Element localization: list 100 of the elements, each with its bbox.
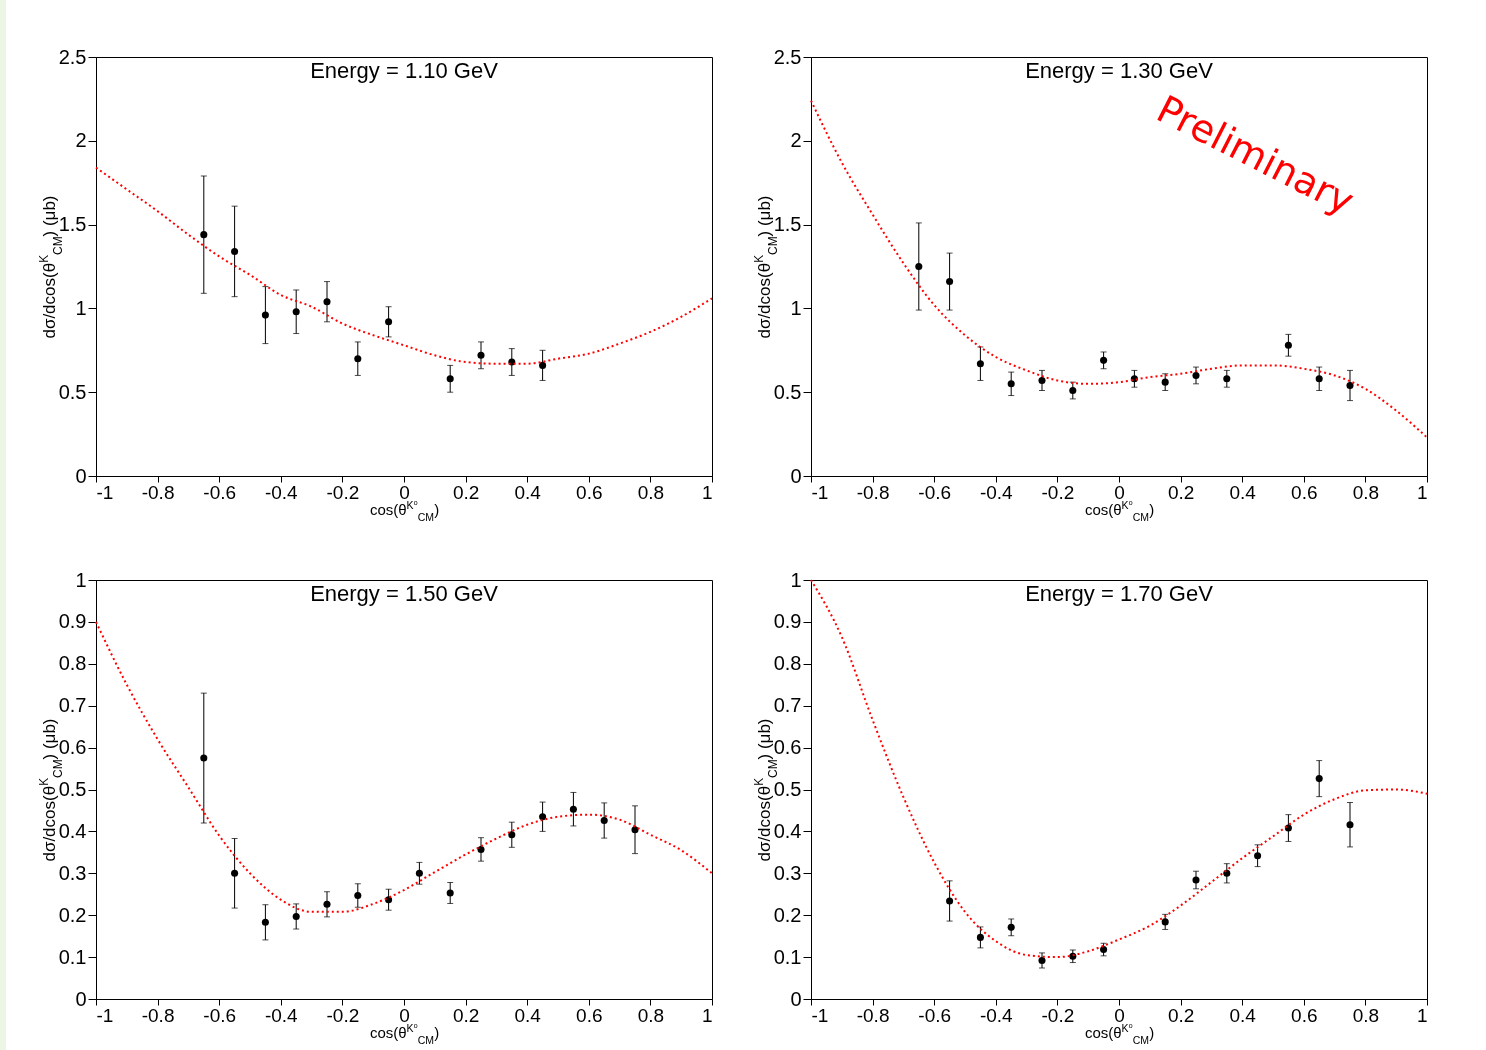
- point: [477, 351, 485, 359]
- point: [200, 754, 208, 762]
- point: [1192, 371, 1200, 379]
- y-tick-label: 2: [75, 129, 87, 152]
- y-tick-label: 0: [790, 987, 802, 1010]
- y-tick-label: 2: [790, 129, 802, 152]
- y-tick-label: 0.8: [773, 652, 802, 675]
- y-tick-label: 0.8: [58, 652, 87, 675]
- chart-title: Energy = 1.10 GeV: [310, 58, 499, 83]
- y-tick-label: 0.6: [58, 736, 87, 759]
- point: [1100, 356, 1108, 364]
- y-tick-label: 0.1: [58, 945, 87, 968]
- x-axis-title: cos(θ$^{K⁰}$$_{CM}$): [1084, 1021, 1155, 1046]
- y-tick-label: 1.5: [773, 213, 802, 236]
- y-tick-label: 0.7: [773, 694, 802, 717]
- line-series: [95, 620, 713, 913]
- x-tick-label: -1: [811, 1004, 829, 1026]
- point: [946, 897, 954, 905]
- x-tick-label: 0.4: [1229, 481, 1257, 503]
- chart-title: Energy = 1.50 GeV: [310, 581, 499, 606]
- x-tick-label: -0.2: [1041, 1004, 1075, 1026]
- point: [976, 933, 984, 941]
- x-tick-label: 0.8: [1352, 1004, 1380, 1026]
- point: [539, 813, 547, 821]
- point: [200, 231, 208, 239]
- point: [1284, 824, 1292, 832]
- point: [323, 298, 331, 306]
- x-tick-label: -0.8: [856, 1004, 890, 1026]
- x-tick-label: -1: [96, 1004, 114, 1026]
- point: [385, 318, 393, 326]
- point: [261, 918, 269, 926]
- x-tick-label: 1: [1416, 481, 1428, 503]
- point: [1038, 376, 1046, 384]
- x-tick-label: -1: [811, 481, 829, 503]
- line-series: [810, 579, 1428, 959]
- x-tick-label: -0.8: [856, 481, 890, 503]
- point: [508, 831, 516, 839]
- point: [1069, 386, 1077, 395]
- x-tick-label: 0.6: [576, 481, 603, 503]
- point: [946, 278, 954, 286]
- y-tick-label: 1: [75, 296, 87, 319]
- y-tick-label: 0.9: [58, 610, 87, 633]
- x-tick-label: 0.4: [1229, 1004, 1257, 1026]
- x-tick-label: -0.4: [979, 481, 1014, 503]
- point: [1223, 375, 1231, 383]
- point: [446, 889, 454, 897]
- x-axis-title: cos(θ$^{K⁰}$$_{CM}$): [369, 498, 440, 523]
- y-tick-label: 0.2: [773, 903, 802, 926]
- point: [915, 262, 923, 271]
- point: [1161, 378, 1169, 386]
- y-tick-label: 2.5: [58, 45, 87, 68]
- x-tick-label: 1: [701, 481, 713, 503]
- x-tick-label: 1: [701, 1004, 713, 1026]
- x-tick-label: 0.4: [514, 481, 542, 503]
- x-tick-label: 0.2: [452, 1004, 480, 1026]
- point: [1007, 923, 1015, 931]
- x-tick-label: -0.8: [141, 481, 175, 503]
- point: [539, 361, 547, 369]
- y-tick-label: 0.5: [773, 778, 802, 800]
- point: [976, 360, 984, 368]
- x-tick-label: 0.2: [452, 481, 480, 503]
- y-tick-label: 0.2: [58, 903, 87, 926]
- x-tick-label: 0.8: [637, 1004, 665, 1026]
- x-tick-label: 0.2: [1167, 1004, 1195, 1026]
- x-tick-label: 0.2: [1167, 481, 1195, 503]
- point: [1315, 375, 1323, 383]
- point: [1038, 956, 1046, 964]
- x-tick-label: -1: [96, 481, 114, 503]
- point: [1192, 876, 1200, 884]
- chart-title: Energy = 1.70 GeV: [1025, 581, 1214, 606]
- point: [415, 869, 423, 877]
- point: [1161, 918, 1169, 926]
- point: [1007, 380, 1015, 388]
- y-tick-label: 1: [790, 296, 802, 319]
- point: [569, 805, 577, 813]
- y-tick-label: 0.1: [773, 945, 802, 968]
- point: [292, 308, 300, 316]
- y-tick-label: 0: [75, 987, 87, 1010]
- y-tick-label: 0: [790, 464, 802, 487]
- x-tick-label: -0.6: [918, 481, 952, 503]
- point: [231, 869, 239, 877]
- x-tick-label: 0.6: [1291, 481, 1318, 503]
- x-tick-label: -0.6: [203, 1004, 237, 1026]
- y-tick-label: 0.5: [58, 380, 87, 403]
- point: [354, 891, 362, 900]
- x-tick-label: 0.8: [1352, 481, 1380, 503]
- point: [323, 900, 331, 908]
- y-tick-label: 0.3: [58, 861, 87, 884]
- point: [631, 826, 639, 834]
- point: [1284, 341, 1292, 349]
- x-tick-label: 0.6: [576, 1004, 603, 1026]
- point: [1346, 821, 1354, 829]
- y-tick-label: 0: [75, 464, 87, 487]
- x-tick-label: 1: [1416, 1004, 1428, 1026]
- point: [446, 375, 454, 383]
- point: [261, 311, 269, 319]
- x-tick-label: 0.8: [637, 481, 665, 503]
- point: [1100, 946, 1108, 954]
- y-tick-label: 0.6: [773, 736, 802, 759]
- x-tick-label: -0.2: [326, 481, 360, 503]
